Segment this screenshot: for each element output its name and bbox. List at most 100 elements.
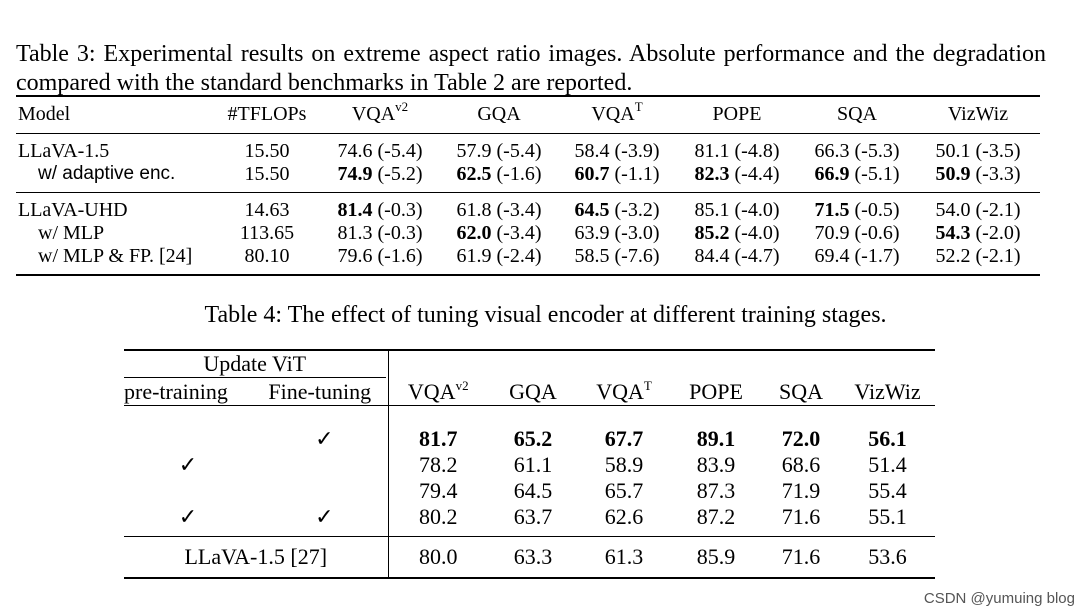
header-vqat: VQAT — [558, 95, 676, 134]
pretraining-check: ✓ — [178, 452, 198, 477]
table-row-baseline: LLaVA-1.5 [27] 80.0 63.3 61.3 85.9 71.6 … — [124, 536, 935, 579]
sqa-cell: 71.5 (-0.5) — [798, 191, 916, 222]
pope-cell: 89.1 — [696, 426, 736, 451]
table4: Update ViT VQAv2 GQA VQAT POPE SQA VizWi… — [124, 349, 935, 579]
gqa-cell: 62.0 (-3.4) — [456, 221, 542, 244]
baseline-label: LLaVA-1.5 [27] — [124, 536, 389, 579]
table-row: w/ adaptive enc. 15.50 74.9 (-5.2) 62.5 … — [16, 163, 1040, 193]
pope-cell: 83.9 — [696, 452, 736, 477]
gqa-cell: 62.5 (-1.6) — [456, 162, 542, 185]
model-name: w/ MLP & FP. [24] — [16, 244, 214, 276]
gqa-cell: 64.5 — [513, 478, 553, 503]
vqav2-cell: 79.4 — [419, 478, 458, 503]
vizwiz-cell: 50.9 (-3.3) — [935, 162, 1021, 185]
sqa-cell: 66.9 (-5.1) — [814, 162, 900, 185]
header-tflops: #TFLOPs — [214, 95, 320, 134]
header-sqa: SQA — [798, 95, 916, 134]
vqav2-cell: 78.2 — [419, 452, 458, 477]
header-model: Model — [16, 95, 214, 134]
gqa-cell: 63.7 — [513, 504, 553, 529]
pope-cell: 81.1 (-4.8) — [694, 139, 780, 162]
vizwiz-cell: 54.0 (-2.1) — [916, 191, 1040, 222]
sqa-cell: 71.6 — [762, 536, 840, 579]
vqav2-cell: 74.6 (-5.4) — [337, 139, 423, 162]
header-pretraining: pre-training — [124, 378, 252, 406]
gqa-cell: 65.2 — [513, 426, 553, 451]
table-row: LLaVA-UHD 14.63 81.4 (-0.3) 61.8 (-3.4) … — [16, 191, 1040, 222]
tflops-cell: 15.50 — [244, 139, 290, 162]
finetuning-check — [252, 452, 389, 478]
vqat-cell: 67.7 — [604, 426, 644, 451]
pretraining-check — [124, 478, 252, 504]
table4-header-row-1: Update ViT VQAv2 GQA VQAT POPE SQA VizWi… — [124, 349, 935, 406]
sqa-cell: 69.4 (-1.7) — [798, 244, 916, 276]
vizwiz-cell: 52.2 (-2.1) — [916, 244, 1040, 276]
table3: Model #TFLOPs VQAv2 GQA VQAT POPE SQA Vi… — [16, 95, 1040, 276]
vqav2-cell: 79.6 (-1.6) — [320, 244, 440, 276]
header-vqav2: VQAv2 — [388, 349, 488, 406]
vqat-cell: 64.5 (-3.2) — [558, 191, 676, 222]
gqa-cell: 61.9 (-2.4) — [440, 244, 558, 276]
table3-header-row: Model #TFLOPs VQAv2 GQA VQAT POPE SQA Vi… — [16, 95, 1040, 134]
vizwiz-cell: 51.4 — [868, 452, 907, 477]
header-sqa: SQA — [762, 349, 840, 406]
pretraining-check — [124, 406, 252, 453]
finetuning-check: ✓ — [252, 405, 389, 452]
header-gqa: GQA — [488, 349, 578, 406]
tflops-cell: 80.10 — [214, 244, 320, 276]
pope-cell: 84.4 (-4.7) — [676, 244, 798, 276]
vizwiz-cell: 50.1 (-3.5) — [935, 139, 1021, 162]
vqat-cell: 61.3 — [578, 536, 670, 579]
vqat-cell: 58.9 — [604, 452, 644, 477]
watermark: CSDN @yumuing blog — [923, 590, 1075, 607]
header-vqav2: VQAv2 — [320, 95, 440, 134]
table4-header-row-2: pre-training Fine-tuning — [124, 378, 935, 406]
model-name: w/ MLP — [38, 221, 105, 244]
vizwiz-cell: 54.3 (-2.0) — [935, 221, 1021, 244]
pretraining-check: ✓ — [178, 504, 198, 529]
table4-caption: Table 4: The effect of tuning visual enc… — [204, 302, 887, 328]
finetuning-check — [252, 478, 389, 504]
vqat-cell: 62.6 — [604, 504, 644, 529]
tflops-cell: 15.50 — [244, 162, 290, 185]
header-pope: POPE — [676, 95, 798, 134]
model-name: w/ adaptive enc. — [38, 163, 176, 184]
vqat-cell: 65.7 — [604, 478, 644, 503]
model-name: LLaVA-UHD — [16, 191, 214, 222]
table-row: 79.4 64.5 65.7 87.3 71.9 55.4 — [124, 478, 935, 504]
header-vizwiz: VizWiz — [840, 349, 935, 406]
tflops-cell: 113.65 — [239, 221, 295, 244]
pope-cell: 82.3 (-4.4) — [694, 162, 780, 185]
model-name: LLaVA-1.5 — [18, 139, 110, 162]
gqa-cell: 63.3 — [488, 536, 578, 579]
vizwiz-cell: 56.1 — [868, 426, 907, 451]
pope-cell: 87.3 — [696, 478, 736, 503]
pope-cell: 85.1 (-4.0) — [676, 191, 798, 222]
sqa-cell: 72.0 — [781, 426, 821, 451]
table-row: ✓ 81.7 65.2 67.7 89.1 72.0 56.1 — [124, 405, 935, 453]
pope-cell: 85.2 (-4.0) — [694, 221, 780, 244]
vizwiz-cell: 55.4 — [868, 478, 907, 503]
vqat-cell: 60.7 (-1.1) — [574, 162, 660, 185]
header-update-vit: Update ViT — [124, 349, 389, 378]
table-row: ✓ 78.2 61.1 58.9 83.9 68.6 51.4 — [124, 452, 935, 478]
vqat-cell: 63.9 (-3.0) — [574, 221, 660, 244]
gqa-cell: 61.1 — [513, 452, 553, 477]
header-finetuning: Fine-tuning — [252, 378, 389, 406]
vqav2-cell: 80.0 — [388, 536, 488, 579]
vqat-cell: 58.5 (-7.6) — [558, 244, 676, 276]
tflops-cell: 14.63 — [214, 191, 320, 222]
table-row: ✓ ✓ 80.2 63.7 62.6 87.2 71.6 55.1 — [124, 504, 935, 537]
header-vizwiz: VizWiz — [916, 95, 1040, 134]
vqav2-cell: 81.7 — [419, 426, 458, 451]
sqa-cell: 66.3 (-5.3) — [814, 139, 900, 162]
table-row: LLaVA-1.5 15.50 74.6 (-5.4) 57.9 (-5.4) … — [16, 133, 1040, 163]
sqa-cell: 71.6 — [781, 504, 821, 529]
sqa-cell: 70.9 (-0.6) — [814, 221, 900, 244]
finetuning-check: ✓ — [252, 504, 389, 537]
header-vqat: VQAT — [578, 349, 670, 406]
vqat-cell: 58.4 (-3.9) — [574, 139, 660, 162]
vqav2-cell: 81.4 (-0.3) — [320, 191, 440, 222]
table3-caption: Table 3: Experimental results on extreme… — [16, 41, 1046, 96]
header-gqa: GQA — [440, 95, 558, 134]
